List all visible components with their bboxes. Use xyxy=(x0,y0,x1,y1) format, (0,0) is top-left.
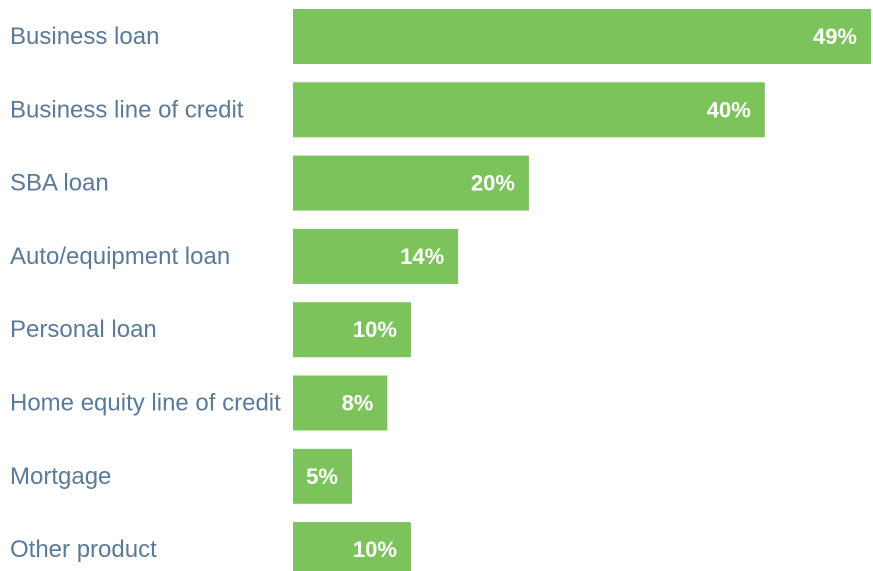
bar-row: Business loan 49% xyxy=(10,9,871,64)
bar xyxy=(293,82,765,138)
value-label: 5% xyxy=(306,464,338,489)
bar xyxy=(293,155,529,211)
category-label: Business loan xyxy=(10,23,159,50)
value-label: 14% xyxy=(400,244,444,269)
bar xyxy=(293,375,388,431)
bar-row: SBA loan 20% xyxy=(10,155,529,211)
bar-row: Other product 10% xyxy=(10,522,411,571)
bar-row: Mortgage 5% xyxy=(10,448,352,504)
value-label: 40% xyxy=(707,97,751,122)
category-label: Mortgage xyxy=(10,463,111,490)
value-label: 10% xyxy=(353,537,397,562)
value-label: 49% xyxy=(813,24,857,49)
category-label: Personal loan xyxy=(10,316,157,343)
value-label: 8% xyxy=(342,391,374,416)
bar-row: Auto/equipment loan 14% xyxy=(10,228,459,284)
bar xyxy=(293,522,411,571)
bar xyxy=(293,228,459,284)
value-label: 20% xyxy=(471,171,515,196)
value-label: 10% xyxy=(353,317,397,342)
bar-row: Home equity line of credit 8% xyxy=(10,375,388,431)
category-label: SBA loan xyxy=(10,170,109,197)
bar xyxy=(293,9,871,64)
category-label: Other product xyxy=(10,536,157,563)
category-label: Home equity line of credit xyxy=(10,390,281,417)
category-label: Business line of credit xyxy=(10,96,244,123)
bar-row: Personal loan 10% xyxy=(10,302,411,358)
bar xyxy=(293,448,352,504)
bar xyxy=(293,302,411,358)
bar-row: Business line of credit 40% xyxy=(10,82,765,138)
category-label: Auto/equipment loan xyxy=(10,243,230,270)
